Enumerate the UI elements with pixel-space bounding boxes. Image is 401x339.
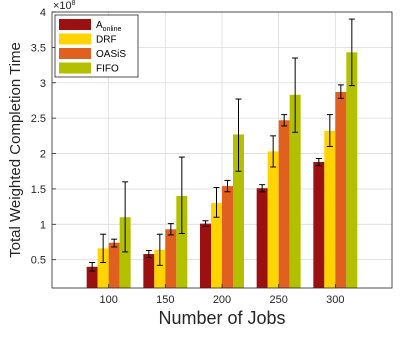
y-tick-label: 1	[40, 219, 46, 231]
x-axis-title: Number of Jobs	[158, 308, 285, 328]
x-tick-label: 300	[326, 294, 344, 306]
y-axis-exponent: ×108	[53, 0, 76, 12]
bar-oasis-100	[108, 242, 120, 288]
legend-swatch	[59, 48, 91, 59]
bar-oasis-150	[165, 229, 177, 288]
bar-drf-250	[267, 151, 279, 288]
error-bar	[111, 238, 118, 248]
error-bar	[100, 233, 107, 264]
y-axis-ticks: 0.5 1 1.5 2 2.5 3 3.5 4	[31, 7, 56, 267]
x-tick-label: 150	[156, 294, 174, 306]
error-bar	[326, 114, 333, 147]
bar-drf-150	[154, 249, 166, 288]
x-tick-label: 200	[213, 294, 231, 306]
bar-a-150	[143, 254, 155, 288]
bar-a-100	[86, 266, 98, 288]
y-axis-title: Total Weighted Completion Time	[7, 42, 24, 258]
error-bar	[122, 181, 129, 253]
error-bar	[281, 114, 288, 127]
error-bar	[235, 98, 242, 172]
bar-oasis-300	[335, 91, 347, 288]
legend-label: OASiS	[96, 49, 126, 60]
error-bar	[156, 233, 163, 266]
x-tick-label: 100	[99, 294, 117, 306]
error-bar	[292, 57, 299, 133]
y-tick-label: 4	[40, 7, 46, 19]
bar-fifo-250	[289, 94, 301, 288]
legend-swatch	[59, 33, 91, 45]
bar-a-300	[313, 162, 325, 288]
bar-drf-300	[324, 130, 336, 288]
y-tick-label: 1.5	[31, 184, 46, 196]
bar-fifo-300	[346, 52, 358, 288]
legend-swatch	[59, 62, 91, 74]
error-bar	[348, 18, 355, 87]
x-tick-label: 250	[269, 294, 287, 306]
error-bar	[337, 84, 344, 99]
error-bar	[167, 223, 174, 236]
bar-fifo-200	[233, 134, 244, 288]
bar-oasis-200	[222, 186, 233, 288]
error-bar	[213, 187, 220, 218]
error-bar	[178, 156, 185, 235]
legend-label: DRF	[96, 35, 117, 46]
error-bar	[145, 249, 152, 259]
error-bar	[202, 220, 209, 227]
bar-a-200	[200, 223, 211, 288]
x-axis-ticks: 100 150 200 250 300	[99, 284, 345, 306]
legend-label: FIFO	[96, 64, 119, 75]
y-tick-label: 0.5	[31, 255, 46, 267]
bars	[86, 52, 358, 289]
error-bar	[315, 157, 322, 167]
error-bar	[224, 179, 231, 193]
y-tick-label: 2.5	[31, 113, 46, 125]
legend-swatch	[59, 19, 91, 30]
bar-drf-100	[97, 248, 109, 288]
bar-oasis-250	[278, 120, 290, 289]
bar-a-250	[256, 188, 268, 288]
error-bar	[270, 135, 277, 168]
y-tick-label: 2	[40, 149, 46, 161]
bar-fifo-100	[119, 217, 131, 288]
error-bar	[89, 262, 96, 272]
bar-drf-200	[211, 203, 222, 288]
error-bar	[259, 184, 266, 193]
y-tick-label: 3	[40, 78, 46, 90]
error-bars	[89, 18, 355, 272]
y-tick-label: 3.5	[31, 42, 46, 54]
bar-fifo-150	[176, 196, 188, 288]
